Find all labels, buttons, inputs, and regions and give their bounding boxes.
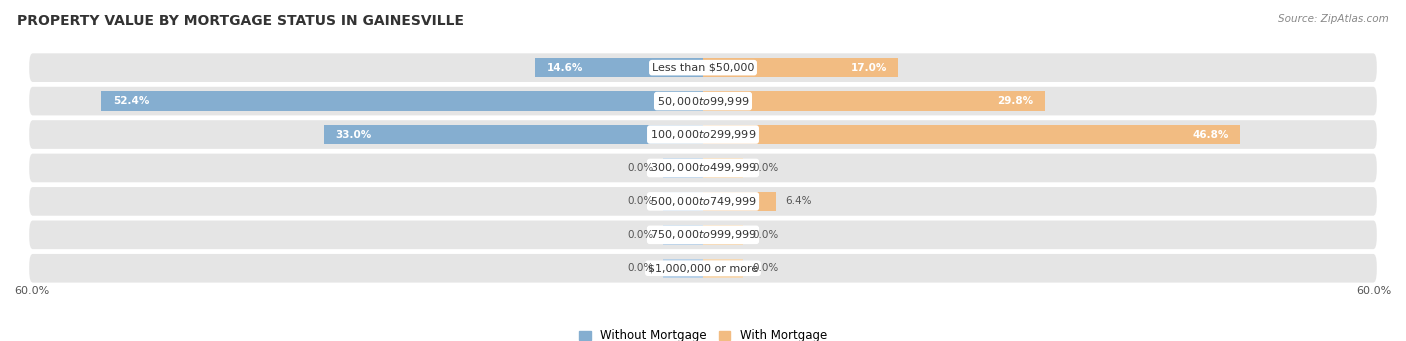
Bar <box>703 91 1045 111</box>
Text: Source: ZipAtlas.com: Source: ZipAtlas.com <box>1278 14 1389 24</box>
Legend: Without Mortgage, With Mortgage: Without Mortgage, With Mortgage <box>574 325 832 341</box>
Bar <box>703 125 1240 144</box>
Text: 17.0%: 17.0% <box>851 63 887 73</box>
Text: 0.0%: 0.0% <box>752 163 779 173</box>
Text: $1,000,000 or more: $1,000,000 or more <box>648 263 758 273</box>
Text: 0.0%: 0.0% <box>627 196 654 206</box>
FancyBboxPatch shape <box>28 119 1378 150</box>
FancyBboxPatch shape <box>28 253 1378 284</box>
Bar <box>703 258 744 278</box>
Text: PROPERTY VALUE BY MORTGAGE STATUS IN GAINESVILLE: PROPERTY VALUE BY MORTGAGE STATUS IN GAI… <box>17 14 464 28</box>
Bar <box>703 225 744 244</box>
Text: 46.8%: 46.8% <box>1192 130 1229 139</box>
Bar <box>101 91 703 111</box>
Bar <box>662 158 703 178</box>
Text: $750,000 to $999,999: $750,000 to $999,999 <box>650 228 756 241</box>
Bar <box>536 58 703 77</box>
Text: 60.0%: 60.0% <box>1357 286 1392 296</box>
Bar <box>703 158 744 178</box>
Text: $100,000 to $299,999: $100,000 to $299,999 <box>650 128 756 141</box>
FancyBboxPatch shape <box>28 186 1378 217</box>
Text: 14.6%: 14.6% <box>547 63 583 73</box>
Text: $50,000 to $99,999: $50,000 to $99,999 <box>657 94 749 108</box>
FancyBboxPatch shape <box>28 52 1378 84</box>
Text: $300,000 to $499,999: $300,000 to $499,999 <box>650 161 756 175</box>
Bar <box>703 192 776 211</box>
Text: 0.0%: 0.0% <box>627 263 654 273</box>
Text: 52.4%: 52.4% <box>112 96 149 106</box>
Bar <box>662 192 703 211</box>
FancyBboxPatch shape <box>28 85 1378 117</box>
Text: 29.8%: 29.8% <box>998 96 1033 106</box>
Text: 0.0%: 0.0% <box>752 263 779 273</box>
Text: 0.0%: 0.0% <box>627 230 654 240</box>
Bar <box>703 58 898 77</box>
Text: 0.0%: 0.0% <box>752 230 779 240</box>
Text: 33.0%: 33.0% <box>336 130 371 139</box>
FancyBboxPatch shape <box>28 152 1378 184</box>
Bar <box>323 125 703 144</box>
Text: $500,000 to $749,999: $500,000 to $749,999 <box>650 195 756 208</box>
Bar <box>662 225 703 244</box>
Text: 6.4%: 6.4% <box>786 196 813 206</box>
Text: Less than $50,000: Less than $50,000 <box>652 63 754 73</box>
FancyBboxPatch shape <box>28 219 1378 251</box>
Bar <box>662 258 703 278</box>
Text: 0.0%: 0.0% <box>627 163 654 173</box>
Text: 60.0%: 60.0% <box>14 286 49 296</box>
